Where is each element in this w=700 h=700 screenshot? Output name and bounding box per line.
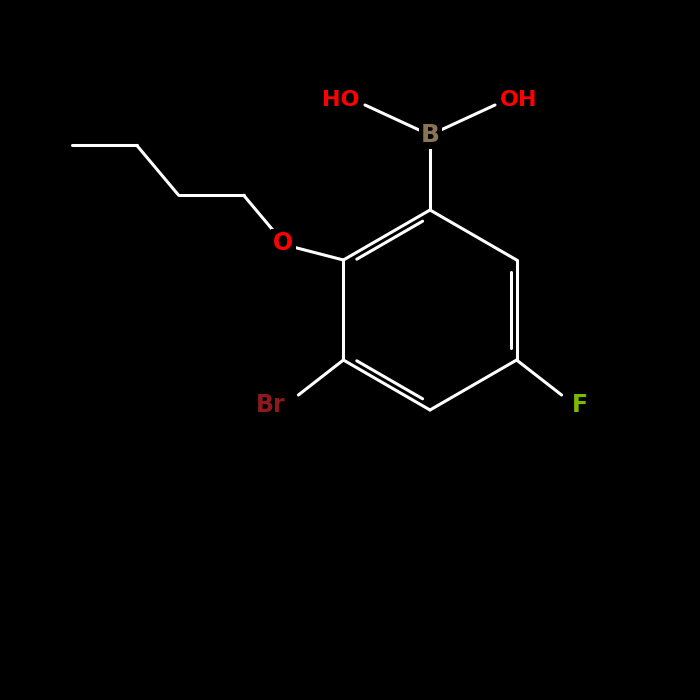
Text: B: B <box>421 123 440 147</box>
Text: O: O <box>273 231 293 255</box>
Text: HO: HO <box>323 90 360 110</box>
Text: OH: OH <box>500 90 538 110</box>
Text: Br: Br <box>256 393 286 417</box>
Text: F: F <box>572 393 588 417</box>
